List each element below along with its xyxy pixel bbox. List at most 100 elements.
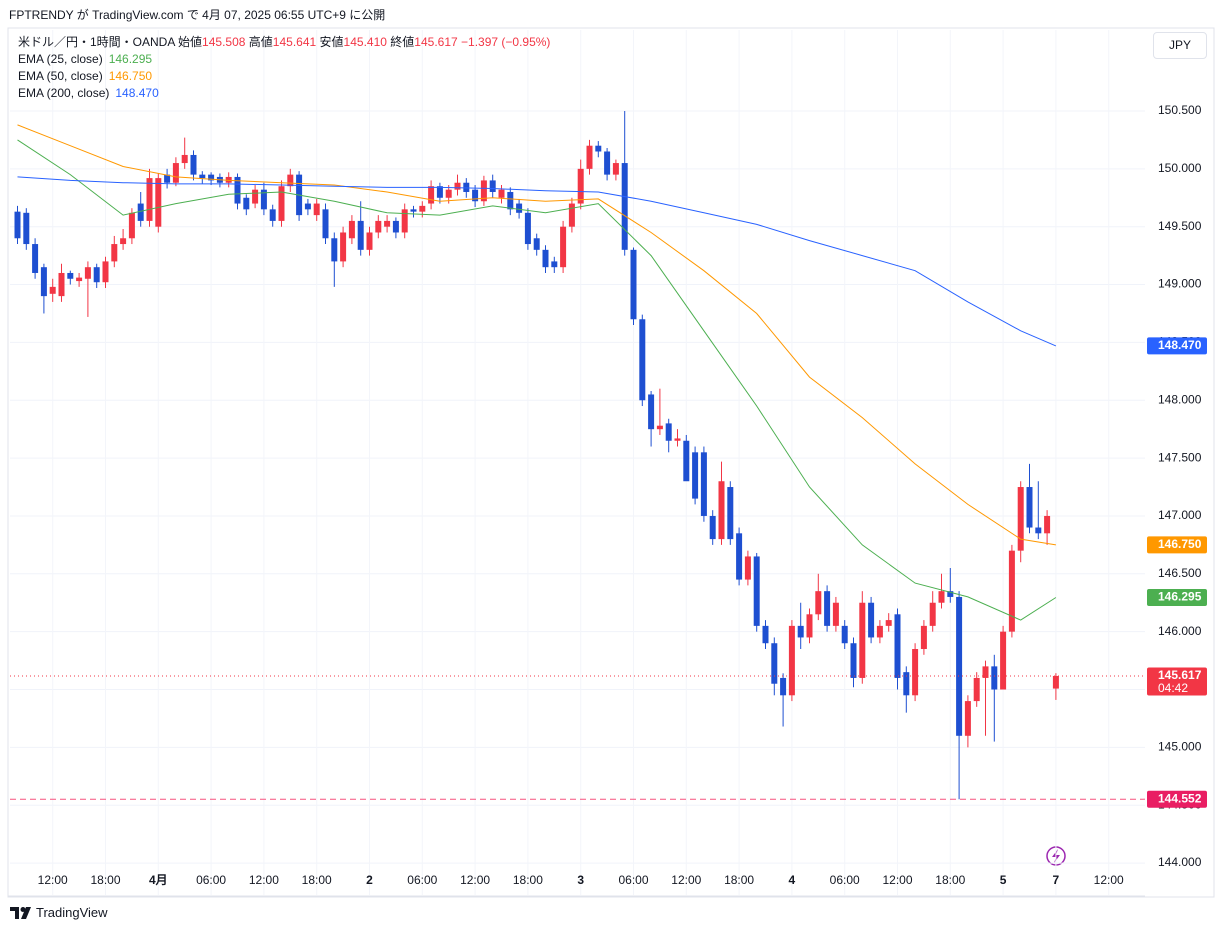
candle-body — [49, 286, 56, 294]
x-tick-label: 7 — [1053, 873, 1060, 887]
x-tick-label: 18:00 — [302, 873, 332, 887]
candle-body — [560, 226, 567, 268]
candle-body — [1008, 550, 1015, 632]
candle-body — [797, 625, 804, 638]
footer: TradingView — [10, 905, 108, 920]
candle-body — [700, 452, 707, 516]
x-tick-label: 06:00 — [830, 873, 860, 887]
ohlc-value: 145.508 — [202, 35, 246, 49]
candle-body — [498, 189, 505, 198]
candle-body — [384, 220, 391, 227]
candle-body — [850, 643, 857, 678]
candle-body — [23, 212, 30, 245]
candle-body — [973, 677, 980, 702]
candle-body — [780, 677, 787, 696]
candle-body — [612, 163, 619, 175]
ohlc-value: 145.410 — [343, 35, 387, 49]
candle-body — [964, 701, 971, 736]
x-tick-label: 2 — [366, 873, 373, 887]
candle-body — [516, 203, 523, 213]
ema-legend-row: EMA (200, close) 148.470 — [18, 85, 550, 102]
candle-body — [542, 249, 549, 268]
ohlc-label: 終値 — [390, 35, 415, 49]
y-tick-label: 149.000 — [1158, 277, 1202, 291]
candle-body — [815, 591, 822, 615]
x-tick-label: 18:00 — [724, 873, 754, 887]
candle-body — [656, 425, 663, 430]
candle-body — [577, 168, 584, 204]
candle-body — [454, 182, 461, 190]
y-tick-label: 147.500 — [1158, 450, 1202, 464]
candle-body — [181, 154, 188, 164]
x-tick-label: 18:00 — [513, 873, 543, 887]
candle-body — [190, 154, 197, 175]
candle-body — [674, 438, 681, 441]
ohlc-value: 145.617 — [414, 35, 458, 49]
candle-body — [428, 186, 435, 204]
candle-body — [357, 220, 364, 250]
candle-body — [164, 174, 171, 183]
candle-body — [894, 614, 901, 678]
candle-body — [111, 244, 118, 262]
ema-badge-label: 146.295 — [1158, 590, 1202, 604]
candle-body — [718, 481, 725, 540]
candle-body — [1035, 527, 1042, 534]
legend-symbol-row: 米ドル／円・1時間・OANDA 始値145.508 高値145.641 安値14… — [18, 34, 550, 51]
candle-body — [885, 620, 892, 626]
y-tick-label: 145.000 — [1158, 740, 1202, 754]
candle-body — [102, 261, 109, 283]
candle-body — [463, 182, 470, 192]
candle-body — [920, 625, 927, 650]
candle-body — [67, 272, 74, 279]
ema-legend: EMA (25, close) 146.295 EMA (50, close) 146… — [18, 51, 550, 102]
x-tick-label: 06:00 — [196, 873, 226, 887]
y-tick-label: 150.500 — [1158, 103, 1202, 117]
candle-body — [630, 249, 637, 320]
low-badge-label: 144.552 — [1158, 791, 1202, 805]
candle-body — [956, 596, 963, 736]
candle-body — [595, 145, 602, 152]
candle-body — [287, 174, 294, 187]
candle-body — [419, 205, 426, 212]
candle-body — [841, 625, 848, 644]
ema-value: 146.295 — [108, 52, 153, 66]
candle-body — [155, 178, 162, 227]
change: −1.397 (−0.95%) — [461, 35, 551, 49]
candle-body — [991, 666, 998, 690]
candle-body — [665, 423, 672, 441]
currency-button[interactable]: JPY — [1153, 32, 1207, 59]
candle-body — [304, 203, 311, 210]
candle-body — [824, 591, 831, 626]
y-tick-label: 148.000 — [1158, 392, 1202, 406]
candle-body — [771, 643, 778, 684]
candle-body — [1044, 515, 1051, 534]
ema-value: 146.750 — [108, 69, 153, 83]
candle-body — [128, 212, 135, 239]
candle-body — [260, 189, 267, 210]
candle-body — [929, 602, 936, 626]
candle-body — [348, 220, 355, 239]
candle-body — [744, 556, 751, 580]
candle-body — [445, 189, 452, 198]
candle-body — [639, 319, 646, 401]
ohlc-label: 高値 — [248, 35, 273, 49]
ema-line — [17, 124, 1056, 546]
candle-body — [340, 232, 347, 262]
candle-body — [225, 176, 232, 183]
legend: 米ドル／円・1時間・OANDA 始値145.508 高値145.641 安値14… — [18, 34, 550, 102]
candle-body — [436, 186, 443, 198]
x-tick-label: 18:00 — [935, 873, 965, 887]
ema-badge — [1147, 589, 1207, 607]
candle-body — [278, 186, 285, 221]
candle-body — [1026, 487, 1033, 528]
footer-text: TradingView — [36, 905, 108, 920]
candle-body — [648, 394, 655, 430]
chart-frame — [7, 27, 1215, 898]
candle-body — [58, 272, 65, 297]
x-tick-label: 5 — [1000, 873, 1007, 887]
logo — [10, 906, 31, 919]
candle-body — [524, 212, 531, 245]
price-badge-countdown: 04:42 — [1158, 681, 1188, 695]
